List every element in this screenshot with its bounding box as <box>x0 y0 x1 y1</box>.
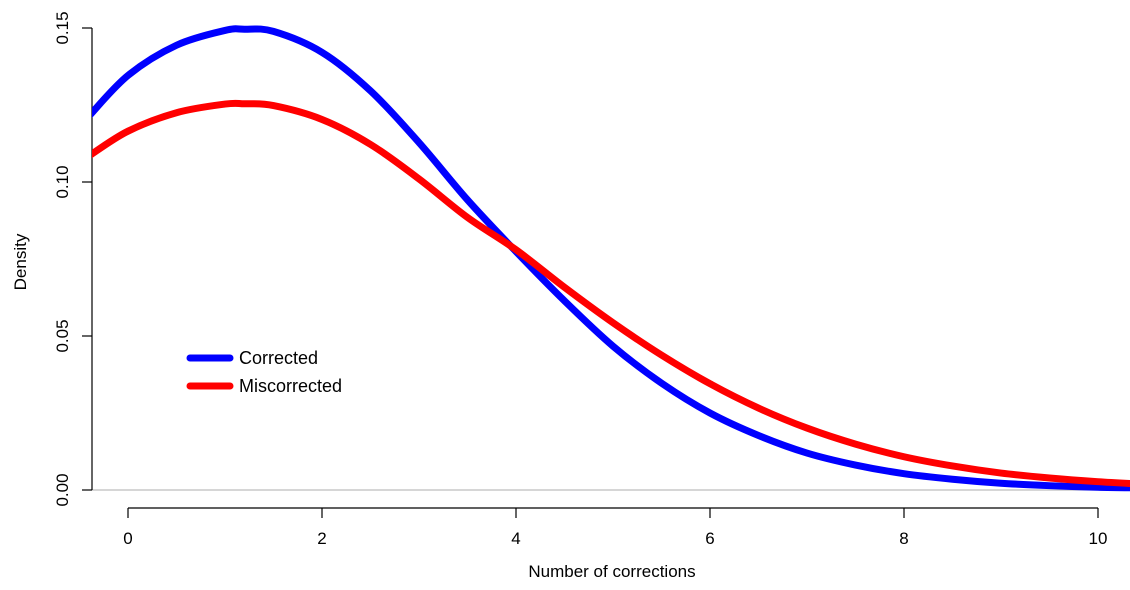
y-tick-label: 0.00 <box>53 473 72 506</box>
y-tick-label: 0.15 <box>53 11 72 44</box>
legend-label-miscorrected: Miscorrected <box>239 376 342 396</box>
legend: Corrected Miscorrected <box>186 348 342 396</box>
legend-label-corrected: Corrected <box>239 348 318 368</box>
x-tick-label: 0 <box>123 529 132 548</box>
series-line-miscorrected <box>92 99 1130 487</box>
series-line-corrected <box>92 25 1130 492</box>
x-tick-label: 2 <box>317 529 326 548</box>
y-tick-label: 0.05 <box>53 319 72 352</box>
series-lines <box>92 25 1130 492</box>
x-axis-label: Number of corrections <box>528 562 695 581</box>
axes: 0.00 0.05 0.10 0.15 0 2 4 6 8 10 <box>53 11 1130 548</box>
x-tick-label: 6 <box>705 529 714 548</box>
y-tick-label: 0.10 <box>53 165 72 198</box>
x-tick-label: 8 <box>899 529 908 548</box>
x-tick-label: 4 <box>511 529 520 548</box>
x-tick-label: 10 <box>1089 529 1108 548</box>
y-axis-label: Density <box>11 233 30 290</box>
